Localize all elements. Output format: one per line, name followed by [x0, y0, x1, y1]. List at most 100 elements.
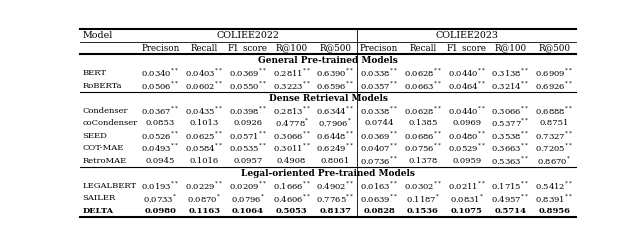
Text: Legal-oriented Pre-trained Models: Legal-oriented Pre-trained Models — [241, 169, 415, 178]
Text: 0.0736$^{**}$: 0.0736$^{**}$ — [360, 155, 398, 167]
Text: 0.0571$^{**}$: 0.0571$^{**}$ — [229, 130, 267, 142]
Text: 0.0440$^{**}$: 0.0440$^{**}$ — [447, 104, 486, 117]
Text: 0.0853: 0.0853 — [146, 119, 175, 127]
Text: 0.5363$^{**}$: 0.5363$^{**}$ — [492, 155, 529, 167]
Text: 0.0625$^{**}$: 0.0625$^{**}$ — [185, 130, 223, 142]
Text: 0.0493$^{**}$: 0.0493$^{**}$ — [141, 142, 179, 154]
Text: 0.1666$^{**}$: 0.1666$^{**}$ — [273, 180, 310, 192]
Text: F1_score: F1_score — [447, 43, 486, 53]
Text: 0.8137: 0.8137 — [319, 207, 351, 215]
Text: 0.4778$^{*}$: 0.4778$^{*}$ — [275, 117, 308, 129]
Text: SEED: SEED — [83, 132, 108, 140]
Text: 0.6249$^{**}$: 0.6249$^{**}$ — [316, 142, 355, 154]
Text: 0.0338$^{**}$: 0.0338$^{**}$ — [360, 104, 398, 117]
Text: 0.1385: 0.1385 — [408, 119, 438, 127]
Text: 0.7205$^{**}$: 0.7205$^{**}$ — [535, 142, 573, 154]
Text: 0.1016: 0.1016 — [189, 157, 219, 165]
Text: 0.0831$^{*}$: 0.0831$^{*}$ — [449, 192, 484, 204]
Text: 0.7906$^{*}$: 0.7906$^{*}$ — [318, 117, 353, 129]
Text: 0.3223$^{**}$: 0.3223$^{**}$ — [273, 80, 311, 92]
Text: 0.0686$^{**}$: 0.0686$^{**}$ — [404, 130, 442, 142]
Text: Precison: Precison — [141, 44, 180, 52]
Text: 0.3138$^{**}$: 0.3138$^{**}$ — [492, 67, 529, 79]
Text: 0.1536: 0.1536 — [407, 207, 439, 215]
Text: 0.0338$^{**}$: 0.0338$^{**}$ — [360, 67, 398, 79]
Text: R@100: R@100 — [276, 44, 308, 52]
Text: 0.4606$^{**}$: 0.4606$^{**}$ — [273, 192, 311, 204]
Text: 0.0211$^{**}$: 0.0211$^{**}$ — [447, 180, 486, 192]
Text: 0.1163: 0.1163 — [188, 207, 220, 215]
Text: 0.3011$^{**}$: 0.3011$^{**}$ — [273, 142, 311, 154]
Text: 0.2813$^{**}$: 0.2813$^{**}$ — [273, 104, 310, 117]
Text: 0.5412$^{**}$: 0.5412$^{**}$ — [535, 180, 573, 192]
Text: 0.0369$^{**}$: 0.0369$^{**}$ — [360, 130, 398, 142]
Text: RetroMAE: RetroMAE — [83, 157, 127, 165]
Text: 0.1075: 0.1075 — [451, 207, 483, 215]
Text: 0.8061: 0.8061 — [321, 157, 350, 165]
Text: General Pre-trained Models: General Pre-trained Models — [258, 56, 398, 65]
Text: 0.2811$^{**}$: 0.2811$^{**}$ — [273, 67, 310, 79]
Text: 0.0663$^{**}$: 0.0663$^{**}$ — [404, 80, 442, 92]
Text: 0.0369$^{**}$: 0.0369$^{**}$ — [228, 67, 267, 79]
Text: R@500: R@500 — [319, 44, 351, 52]
Text: 0.0980: 0.0980 — [145, 207, 177, 215]
Text: 0.0628$^{**}$: 0.0628$^{**}$ — [404, 67, 442, 79]
Text: R@100: R@100 — [494, 44, 527, 52]
Text: Precison: Precison — [360, 44, 398, 52]
Text: 0.1187$^{*}$: 0.1187$^{*}$ — [406, 192, 440, 204]
Text: F1_score: F1_score — [228, 43, 268, 53]
Text: DELTA: DELTA — [83, 207, 114, 215]
Text: 0.0639$^{**}$: 0.0639$^{**}$ — [360, 192, 398, 204]
Text: 0.6390$^{**}$: 0.6390$^{**}$ — [316, 67, 355, 79]
Text: 0.3538$^{**}$: 0.3538$^{**}$ — [492, 130, 529, 142]
Text: Condenser: Condenser — [83, 107, 128, 115]
Text: 0.0602$^{**}$: 0.0602$^{**}$ — [185, 80, 223, 92]
Text: 0.7765$^{**}$: 0.7765$^{**}$ — [316, 192, 355, 204]
Text: 0.0926: 0.0926 — [234, 119, 262, 127]
Text: 0.0535$^{**}$: 0.0535$^{**}$ — [228, 142, 267, 154]
Text: 0.4957$^{**}$: 0.4957$^{**}$ — [492, 192, 529, 204]
Text: 0.0796$^{*}$: 0.0796$^{*}$ — [231, 192, 265, 204]
Text: 0.8751: 0.8751 — [540, 119, 569, 127]
Text: COLIEE2023: COLIEE2023 — [435, 31, 498, 40]
Text: 0.0367$^{**}$: 0.0367$^{**}$ — [141, 104, 179, 117]
Text: coCondenser: coCondenser — [83, 119, 138, 127]
Text: BERT: BERT — [83, 69, 106, 77]
Text: 0.0302$^{**}$: 0.0302$^{**}$ — [404, 180, 442, 192]
Text: 0.0550$^{**}$: 0.0550$^{**}$ — [228, 80, 267, 92]
Text: 0.0969: 0.0969 — [452, 119, 481, 127]
Text: 0.0756$^{**}$: 0.0756$^{**}$ — [404, 142, 442, 154]
Text: 0.0193$^{**}$: 0.0193$^{**}$ — [141, 180, 179, 192]
Text: 0.8956: 0.8956 — [538, 207, 570, 215]
Text: 0.0628$^{**}$: 0.0628$^{**}$ — [404, 104, 442, 117]
Text: 0.0480$^{**}$: 0.0480$^{**}$ — [447, 130, 486, 142]
Text: 0.3066$^{**}$: 0.3066$^{**}$ — [492, 104, 529, 117]
Text: 0.0744: 0.0744 — [364, 119, 394, 127]
Text: 0.6596$^{**}$: 0.6596$^{**}$ — [316, 80, 355, 92]
Text: 0.0529$^{**}$: 0.0529$^{**}$ — [447, 142, 486, 154]
Text: 0.5377$^{**}$: 0.5377$^{**}$ — [492, 117, 529, 129]
Text: LEGALBERT: LEGALBERT — [83, 182, 136, 190]
Text: R@500: R@500 — [538, 44, 570, 52]
Text: COT-MAE: COT-MAE — [83, 144, 124, 152]
Text: 0.5053: 0.5053 — [276, 207, 307, 215]
Text: 0.0163$^{**}$: 0.0163$^{**}$ — [360, 180, 398, 192]
Text: 0.0209$^{**}$: 0.0209$^{**}$ — [228, 180, 267, 192]
Text: 0.0340$^{**}$: 0.0340$^{**}$ — [141, 67, 179, 79]
Text: 0.0828: 0.0828 — [364, 207, 395, 215]
Text: 0.0733$^{*}$: 0.0733$^{*}$ — [143, 192, 177, 204]
Text: 0.8670$^{*}$: 0.8670$^{*}$ — [537, 155, 571, 167]
Text: SAILER: SAILER — [83, 194, 116, 202]
Text: 0.0464$^{**}$: 0.0464$^{**}$ — [447, 80, 486, 92]
Text: 0.4908: 0.4908 — [277, 157, 307, 165]
Text: 0.0526$^{**}$: 0.0526$^{**}$ — [141, 130, 179, 142]
Text: 0.0398$^{**}$: 0.0398$^{**}$ — [228, 104, 267, 117]
Text: 0.6448$^{**}$: 0.6448$^{**}$ — [316, 130, 355, 142]
Text: 0.0407$^{**}$: 0.0407$^{**}$ — [360, 142, 398, 154]
Text: 0.0357$^{**}$: 0.0357$^{**}$ — [360, 80, 398, 92]
Text: Model: Model — [83, 31, 113, 40]
Text: 0.0945: 0.0945 — [146, 157, 175, 165]
Text: 0.7327$^{**}$: 0.7327$^{**}$ — [535, 130, 573, 142]
Text: 0.0506$^{**}$: 0.0506$^{**}$ — [141, 80, 179, 92]
Text: 0.4902$^{**}$: 0.4902$^{**}$ — [316, 180, 355, 192]
